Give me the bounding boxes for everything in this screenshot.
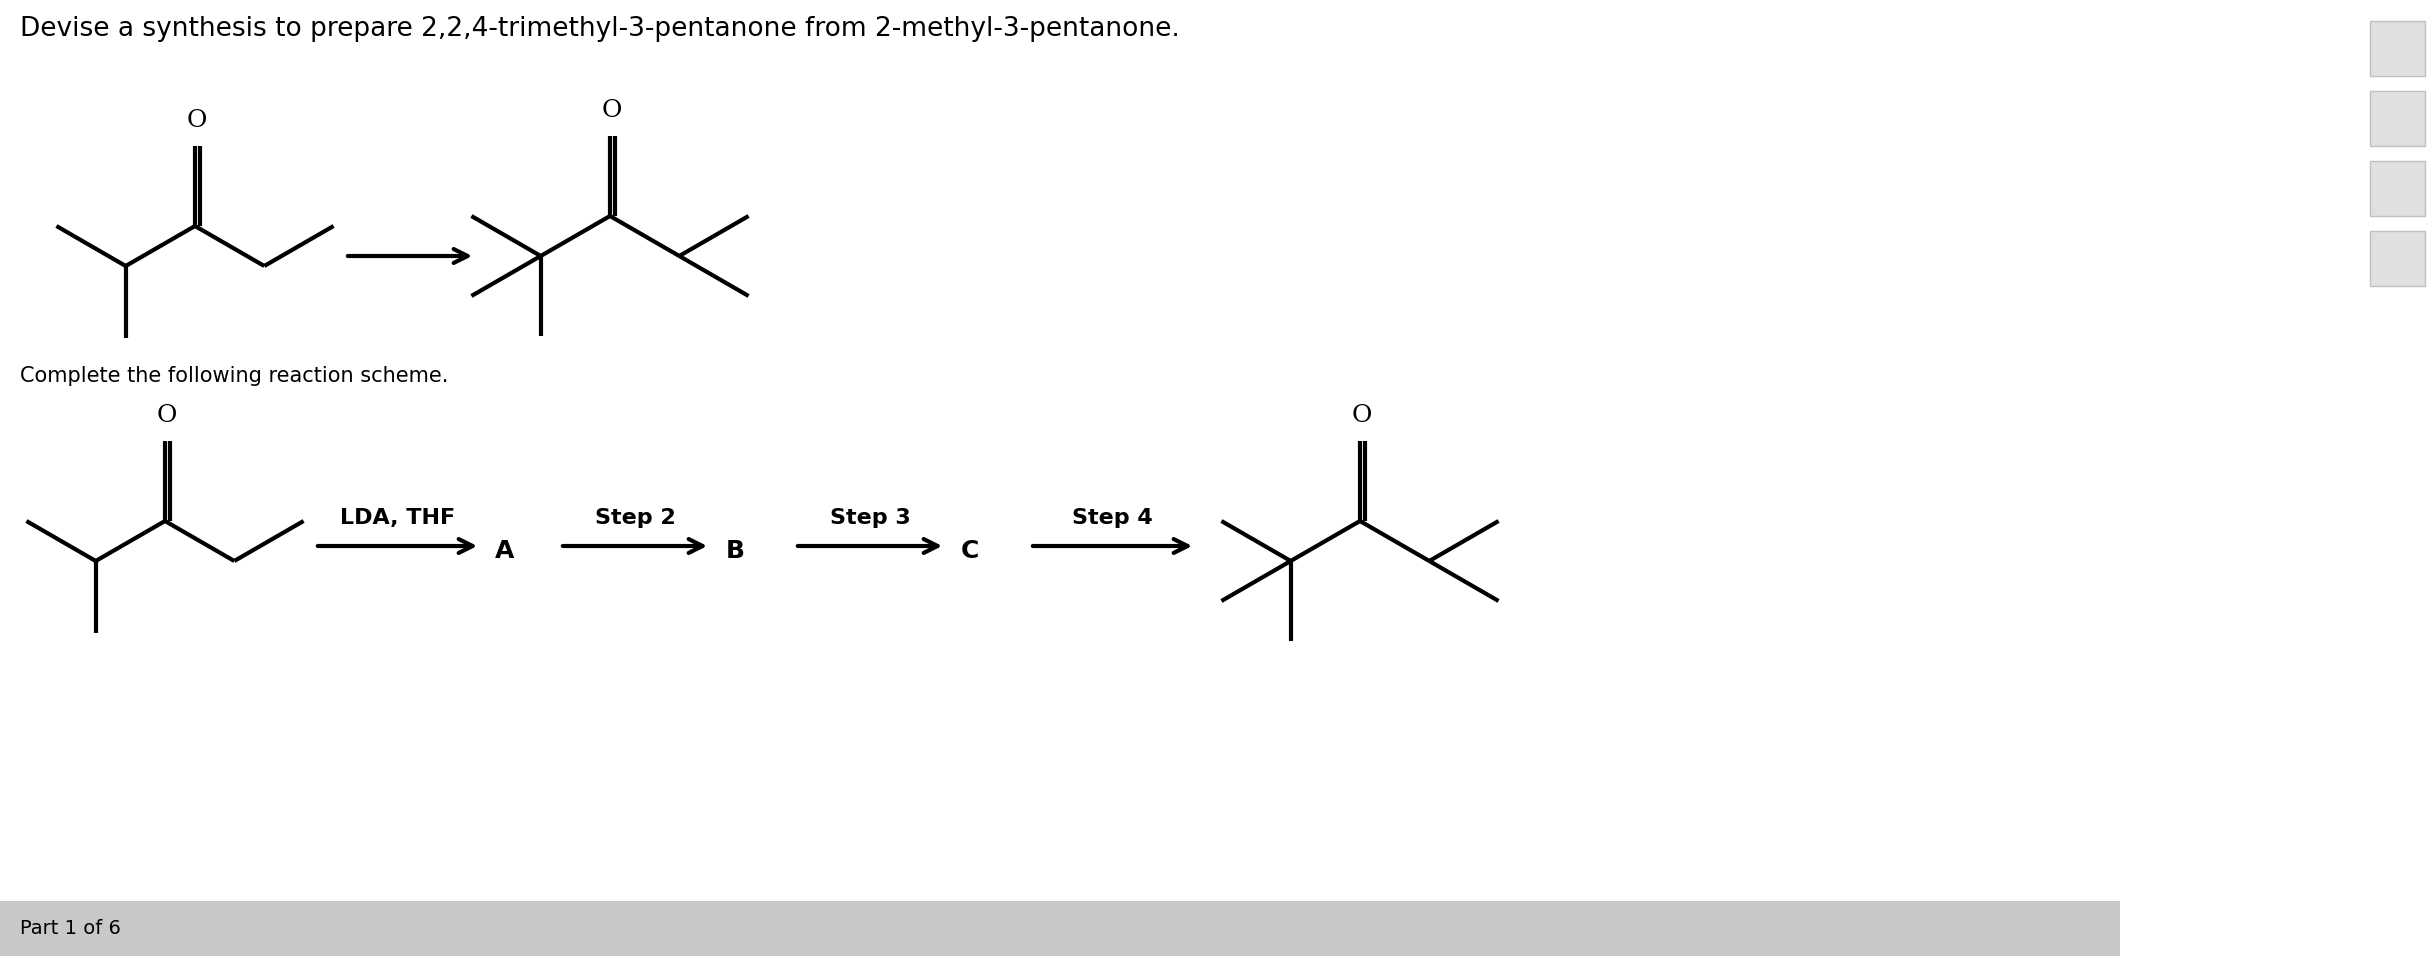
Text: Devise a synthesis to prepare 2,2,4-trimethyl-3-pentanone from 2-methyl-3-pentan: Devise a synthesis to prepare 2,2,4-trim… [19, 16, 1180, 42]
Text: Step 4: Step 4 [1071, 508, 1154, 528]
Text: Complete the following reaction scheme.: Complete the following reaction scheme. [19, 366, 448, 386]
Text: Step 3: Step 3 [830, 508, 910, 528]
Text: Step 2: Step 2 [594, 508, 674, 528]
Text: A: A [494, 539, 514, 563]
Text: O: O [187, 109, 207, 132]
Text: LDA, THF: LDA, THF [341, 508, 455, 528]
Bar [2371, 21, 2424, 76]
Text: O: O [156, 404, 178, 427]
Bar [2371, 161, 2424, 216]
Text: O: O [1351, 404, 1373, 427]
Text: Part 1 of 6: Part 1 of 6 [19, 919, 122, 938]
Bar [2371, 231, 2424, 286]
Text: O: O [601, 99, 623, 122]
Text: C: C [961, 539, 978, 563]
Text: B: B [725, 539, 745, 563]
Bar [0, 901, 2120, 956]
Bar [2371, 91, 2424, 146]
